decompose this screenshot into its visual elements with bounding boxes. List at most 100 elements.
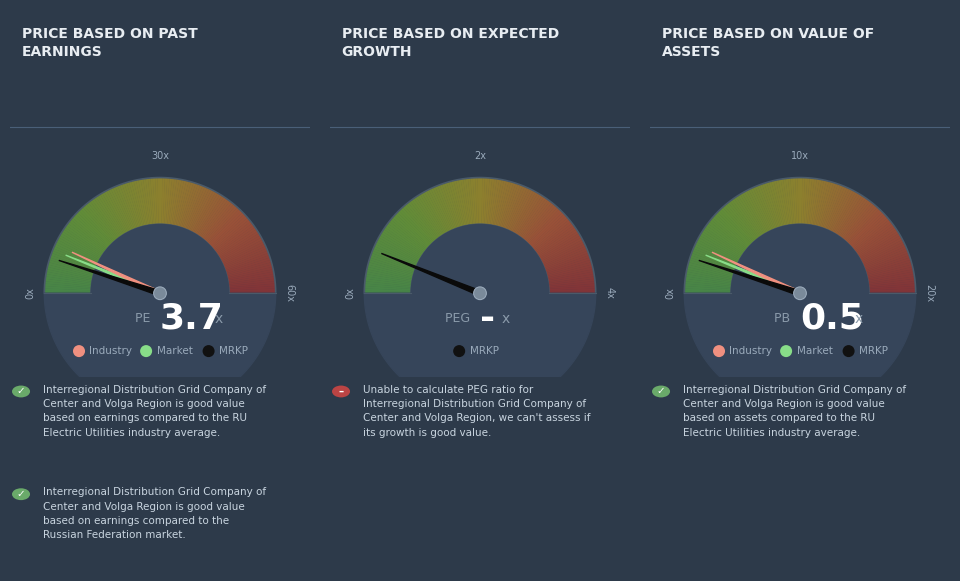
Wedge shape (719, 209, 753, 243)
Wedge shape (489, 178, 497, 225)
Wedge shape (367, 269, 412, 280)
Wedge shape (545, 255, 590, 272)
Wedge shape (191, 189, 213, 232)
Wedge shape (524, 204, 556, 241)
Wedge shape (795, 178, 799, 224)
Wedge shape (779, 179, 788, 225)
Wedge shape (402, 206, 435, 242)
Wedge shape (508, 188, 529, 231)
Wedge shape (785, 178, 793, 224)
Wedge shape (202, 201, 232, 239)
Wedge shape (377, 238, 420, 261)
Wedge shape (451, 181, 464, 226)
Wedge shape (870, 291, 916, 293)
Wedge shape (199, 197, 226, 236)
Wedge shape (541, 239, 584, 263)
Wedge shape (227, 262, 272, 276)
Wedge shape (218, 229, 257, 256)
Wedge shape (542, 244, 586, 265)
Wedge shape (701, 231, 741, 257)
Circle shape (794, 287, 806, 300)
Wedge shape (129, 181, 143, 227)
Wedge shape (710, 218, 748, 249)
Wedge shape (549, 284, 595, 289)
Wedge shape (161, 178, 165, 224)
Wedge shape (530, 212, 564, 246)
Wedge shape (72, 216, 108, 248)
Wedge shape (512, 191, 536, 232)
Wedge shape (844, 204, 876, 241)
Wedge shape (534, 220, 570, 250)
Wedge shape (449, 181, 463, 227)
Wedge shape (689, 257, 734, 273)
Wedge shape (76, 212, 110, 246)
Wedge shape (506, 186, 525, 229)
Wedge shape (705, 225, 744, 254)
Wedge shape (868, 271, 914, 282)
Wedge shape (370, 255, 415, 272)
Wedge shape (228, 274, 275, 283)
Wedge shape (539, 231, 579, 257)
Wedge shape (146, 178, 153, 224)
Wedge shape (382, 229, 422, 256)
Wedge shape (749, 189, 771, 231)
Wedge shape (47, 267, 92, 279)
Wedge shape (536, 225, 575, 254)
Wedge shape (194, 192, 218, 233)
Wedge shape (507, 187, 527, 230)
Wedge shape (744, 191, 768, 232)
Wedge shape (388, 221, 425, 252)
Wedge shape (764, 182, 780, 227)
Wedge shape (544, 250, 588, 269)
Wedge shape (381, 231, 421, 257)
Text: Interregional Distribution Grid Company of
Center and Volga Region is good value: Interregional Distribution Grid Company … (42, 385, 266, 437)
Wedge shape (699, 235, 740, 260)
Wedge shape (816, 181, 828, 226)
Wedge shape (536, 223, 573, 253)
Wedge shape (544, 249, 588, 268)
Wedge shape (802, 178, 804, 224)
Wedge shape (215, 223, 253, 253)
Circle shape (652, 386, 670, 397)
Wedge shape (180, 182, 196, 227)
Wedge shape (110, 188, 132, 231)
Wedge shape (397, 210, 431, 245)
Wedge shape (826, 186, 845, 229)
Wedge shape (86, 203, 117, 240)
Polygon shape (684, 293, 916, 409)
Wedge shape (428, 189, 450, 231)
Wedge shape (228, 267, 274, 279)
Wedge shape (521, 200, 550, 238)
Wedge shape (382, 229, 422, 256)
Wedge shape (714, 214, 750, 247)
Wedge shape (176, 181, 189, 226)
Wedge shape (228, 279, 276, 286)
Wedge shape (834, 193, 860, 234)
Wedge shape (525, 206, 558, 242)
Wedge shape (136, 180, 147, 225)
Text: 0x: 0x (25, 288, 36, 299)
Wedge shape (774, 180, 785, 225)
Wedge shape (686, 269, 732, 280)
Wedge shape (500, 182, 516, 227)
Wedge shape (807, 178, 814, 224)
Wedge shape (540, 234, 580, 259)
Wedge shape (366, 271, 412, 282)
Wedge shape (800, 178, 803, 224)
Wedge shape (790, 178, 796, 224)
Circle shape (332, 386, 350, 397)
Wedge shape (366, 271, 412, 282)
Wedge shape (74, 214, 109, 247)
Wedge shape (685, 274, 732, 283)
Wedge shape (757, 185, 776, 229)
Wedge shape (685, 274, 732, 283)
Wedge shape (209, 212, 245, 246)
Wedge shape (830, 189, 853, 232)
Polygon shape (44, 293, 276, 409)
Wedge shape (847, 207, 879, 243)
Wedge shape (49, 257, 94, 273)
Wedge shape (694, 244, 737, 265)
Wedge shape (397, 210, 431, 245)
Text: 0.5: 0.5 (800, 302, 864, 336)
Wedge shape (71, 218, 108, 249)
